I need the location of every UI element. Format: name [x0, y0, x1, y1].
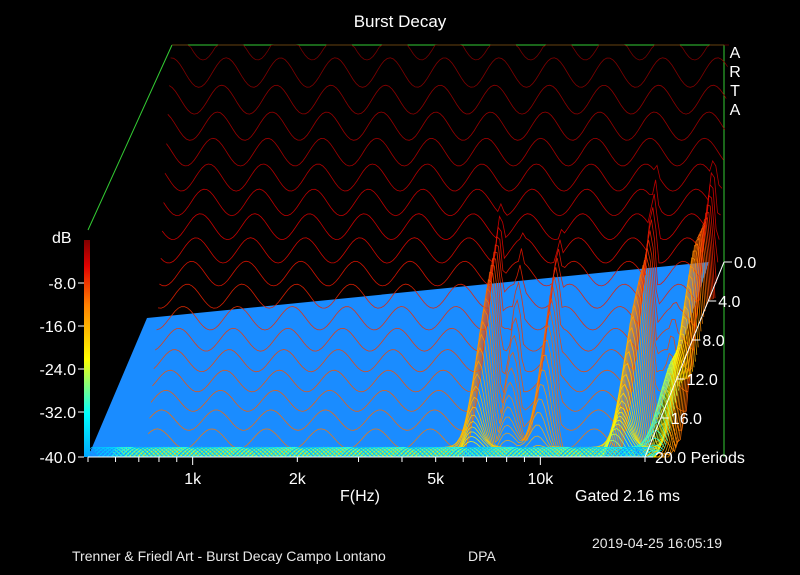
z-tick-label: 20.0 Periods — [655, 450, 745, 467]
timestamp: 2019-04-25 16:05:19 — [592, 535, 722, 551]
brand-letter: A — [729, 102, 741, 119]
decay-slice — [168, 84, 727, 115]
x-tick-label: 10k — [527, 471, 554, 488]
footer-mic: DPA — [468, 548, 496, 564]
decay-slice — [150, 229, 709, 412]
decay-slice — [153, 223, 712, 373]
decay-slice — [156, 217, 714, 331]
y-tick-label: -24.0 — [40, 362, 77, 379]
y-tick-label: -16.0 — [40, 319, 77, 336]
decay-slice — [170, 57, 728, 88]
decay-slice — [166, 137, 724, 167]
decay-slice — [154, 220, 713, 352]
z-tick-label: 12.0 — [687, 372, 718, 389]
brand-letter: T — [730, 83, 740, 100]
brand-logo: A R T A — [727, 44, 743, 120]
y-axis-title: dB — [52, 230, 72, 247]
decay-slice — [163, 171, 721, 217]
decay-slice — [160, 194, 719, 264]
x-tick-label: 5k — [427, 471, 445, 488]
x-tick-label: 1k — [184, 471, 202, 488]
z-tick-label: 4.0 — [718, 294, 740, 311]
decay-slice — [157, 212, 716, 309]
z-tick-label: 16.0 — [671, 411, 702, 428]
gated-label: Gated 2.16 ms — [575, 488, 680, 505]
decay-slice — [164, 159, 723, 192]
decay-slice — [152, 226, 710, 393]
axes: -8.0 -16.0 -24.0 -32.0 -40.0 1k 2k 5k 10k 0.0 4.0 8… — [40, 240, 756, 488]
y-tick-label: -8.0 — [48, 276, 76, 293]
frame-diagonal — [87, 44, 173, 231]
x-tick-label: 2k — [289, 471, 307, 488]
footer-description: Trenner & Friedl Art - Burst Decay Campo… — [72, 548, 386, 564]
chart-title: Burst Decay — [353, 12, 447, 31]
z-axis-line — [644, 261, 725, 458]
y-tick-label: -40.0 — [40, 450, 77, 467]
z-tick-label: 8.0 — [702, 333, 724, 350]
decay-slice — [161, 183, 720, 241]
x-axis-title: F(Hz) — [340, 488, 380, 505]
decay-slice — [159, 204, 717, 287]
brand-letter: R — [729, 64, 741, 81]
decay-slice — [172, 44, 729, 61]
brand-letter: A — [729, 45, 741, 62]
y-tick-label: -32.0 — [40, 405, 77, 422]
color-scale — [84, 240, 90, 457]
decay-slice — [167, 111, 726, 141]
z-tick-label: 0.0 — [734, 255, 756, 272]
